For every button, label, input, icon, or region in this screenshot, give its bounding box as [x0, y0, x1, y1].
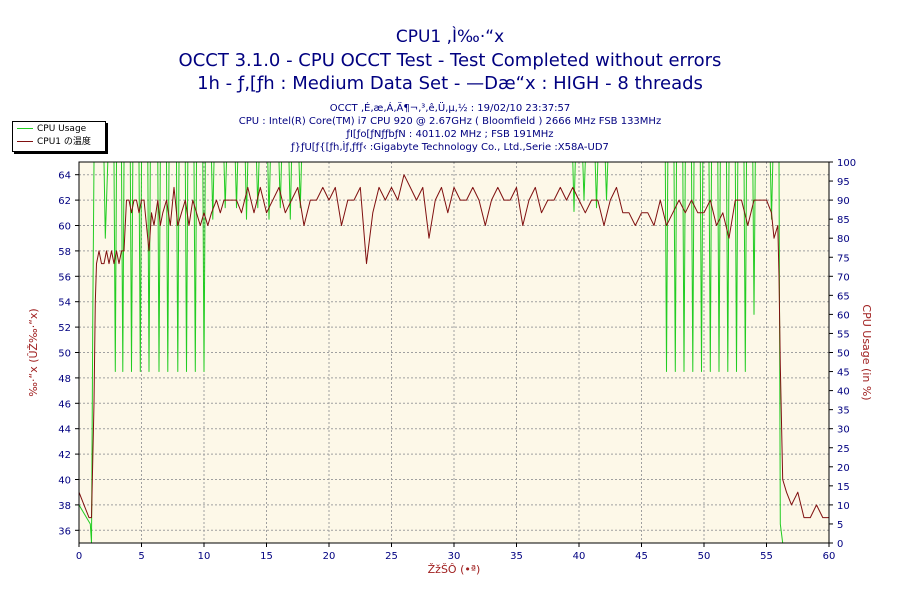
info-cpu: CPU : Intel(R) Core(TM) i7 CPU 920 @ 2.6… — [238, 116, 662, 127]
y-left-tick-label: 54 — [58, 298, 71, 309]
y-right-tick-label: 0 — [837, 539, 843, 550]
legend-label-usage: CPU Usage — [37, 124, 87, 134]
y-right-tick-label: 50 — [837, 349, 850, 360]
y-left-tick-label: 58 — [58, 247, 71, 258]
y-left-tick-label: 42 — [58, 450, 71, 461]
x-tick-label: 5 — [138, 551, 144, 562]
x-tick-label: 30 — [448, 551, 461, 562]
legend-swatch-usage — [17, 128, 33, 129]
y-right-tick-label: 5 — [837, 520, 843, 531]
y-right-tick-label: 20 — [837, 463, 850, 474]
chart-subtitle-test: OCCT 3.1.0 - CPU OCCT Test - Test Comple… — [178, 50, 722, 71]
y-left-tick-label: 64 — [58, 171, 71, 182]
y-left-tick-label: 52 — [58, 323, 71, 334]
legend-swatch-temp — [17, 141, 33, 142]
series-line-cpu-temp — [78, 174, 829, 519]
y-right-tick-label: 60 — [837, 310, 850, 321]
info-motherboard: ƒ}ƒU[ƒ{[ƒh‚Ìƒ‚ƒfƒ‹ :Gigabyte Technology … — [291, 142, 609, 153]
x-tick-label: 45 — [635, 551, 648, 562]
y-left-tick-label: 44 — [58, 425, 71, 436]
y-left-tick-label: 38 — [58, 501, 71, 512]
chart-subtitle-mode: 1h - ƒ‚[ƒh : Medium Data Set - —Dæ“x : H… — [197, 73, 703, 94]
y-right-tick-label: 75 — [837, 253, 850, 264]
y-right-tick-label: 10 — [837, 501, 850, 512]
y-right-tick-label: 90 — [837, 196, 850, 207]
plot-frame — [78, 161, 830, 544]
chart-legend: CPU Usage CPU1 の温度 — [12, 121, 106, 152]
x-tick-label: 15 — [260, 551, 273, 562]
x-tick-label: 10 — [198, 551, 211, 562]
y-right-axis-label: CPU Usage (in %) — [860, 304, 873, 400]
legend-item-usage: CPU Usage — [17, 123, 86, 135]
y-right-tick-label: 40 — [837, 387, 850, 398]
y-right-tick-label: 100 — [837, 158, 856, 169]
y-left-axis-label: ‰·“x (ÛŽ‰·“x) — [27, 308, 40, 396]
y-left-tick-label: 40 — [58, 476, 71, 487]
x-tick-label: 20 — [323, 551, 336, 562]
x-tick-label: 50 — [698, 551, 711, 562]
legend-item-temp: CPU1 の温度 — [17, 136, 91, 148]
y-right-tick-label: 95 — [837, 177, 850, 188]
y-right-tick-label: 85 — [837, 215, 850, 226]
y-right-tick-label: 55 — [837, 329, 850, 340]
y-left-tick-label: 46 — [58, 399, 71, 410]
y-left-tick-label: 60 — [58, 222, 71, 233]
legend-label-temp: CPU1 の温度 — [37, 137, 91, 147]
y-right-tick-label: 30 — [837, 425, 850, 436]
info-overclock: ƒI[ƒo[ƒNƒƒbƒN : 4011.02 MHz ; FSB 191MHz — [346, 129, 554, 140]
y-right-tick-label: 25 — [837, 444, 850, 455]
y-right-tick-label: 70 — [837, 272, 850, 283]
y-right-tick-label: 45 — [837, 368, 850, 379]
y-left-tick-label: 48 — [58, 374, 71, 385]
x-tick-label: 60 — [823, 551, 836, 562]
info-generated: OCCT ‚É‚æ‚Á‚Ä¶¬‚³‚ê‚Ü‚µ‚½ : 19/02/10 23:… — [329, 103, 571, 114]
x-tick-label: 25 — [385, 551, 398, 562]
chart-title: CPU1 ,Ì‰·“x — [395, 27, 505, 47]
x-tick-label: 35 — [510, 551, 523, 562]
x-tick-label: 55 — [760, 551, 773, 562]
y-right-tick-label: 80 — [837, 234, 850, 245]
x-axis-label: ŽžŠÔ (•ª) — [428, 563, 481, 576]
y-left-tick-label: 56 — [58, 272, 71, 283]
x-tick-label: 40 — [573, 551, 586, 562]
y-right-tick-label: 65 — [837, 291, 850, 302]
y-right-tick-label: 15 — [837, 482, 850, 493]
y-left-tick-label: 50 — [58, 349, 71, 360]
y-right-tick-label: 35 — [837, 406, 850, 417]
x-tick-label: 0 — [76, 551, 82, 562]
y-left-tick-label: 36 — [58, 526, 71, 537]
y-left-tick-label: 62 — [58, 196, 71, 207]
